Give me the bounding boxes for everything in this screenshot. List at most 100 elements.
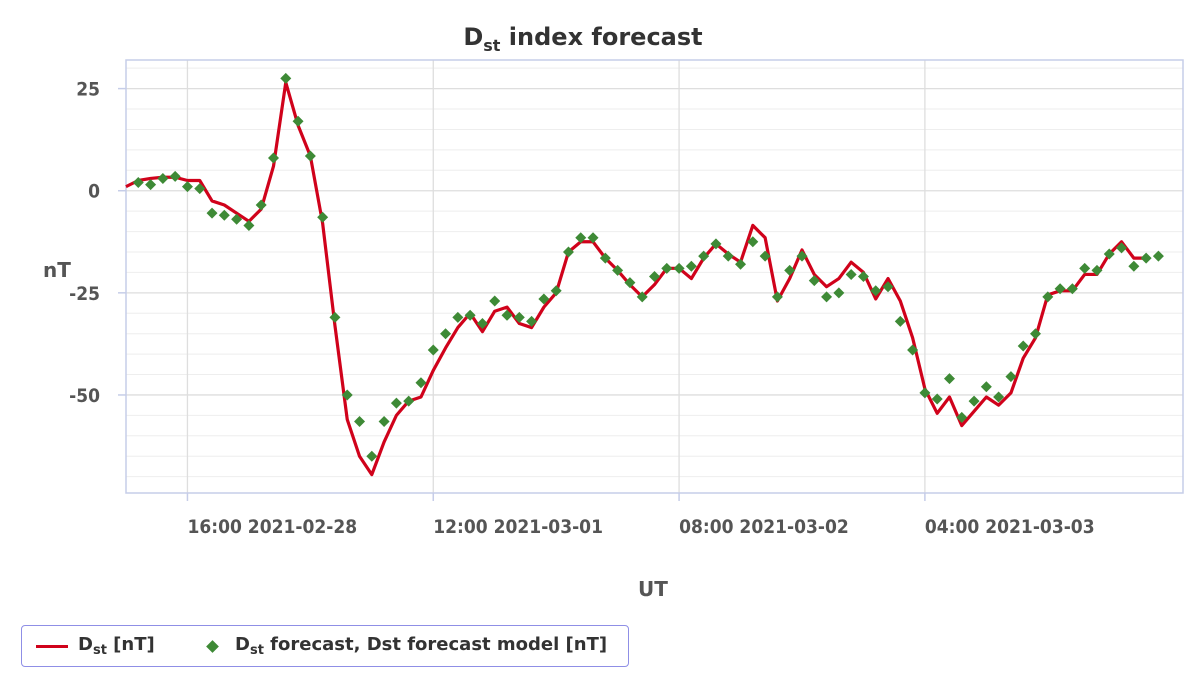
y-axis-label: nT [43, 258, 71, 282]
forecast-point [710, 238, 722, 250]
forecast-point [1128, 260, 1140, 272]
forecast-point [403, 395, 415, 407]
forecast-point [304, 150, 316, 162]
forecast-point [476, 317, 488, 329]
forecast-point [821, 291, 833, 303]
forecast-point [169, 170, 181, 182]
forecast-point [415, 377, 427, 389]
forecast-point [317, 211, 329, 223]
series-layer [125, 72, 1164, 477]
forecast-point [427, 344, 439, 356]
forecast-point [218, 209, 230, 221]
x-tick-label: 04:00 2021-03-03 [925, 516, 1095, 538]
x-tick-label: 16:00 2021-02-28 [187, 516, 357, 538]
forecast-point [993, 391, 1005, 403]
forecast-point [1091, 264, 1103, 276]
dst-chart: Dst index forecast 25 0 -25 -50 16:00 2021-… [43, 23, 1184, 601]
forecast-point [341, 389, 353, 401]
legend-item-dst[interactable]: Dst [nT] [36, 626, 155, 666]
forecast-point [919, 387, 931, 399]
forecast-point [771, 291, 783, 303]
forecast-point [980, 381, 992, 393]
forecast-point [1140, 252, 1152, 264]
y-tick-label: 0 [88, 181, 100, 203]
forecast-point [489, 295, 501, 307]
forecast-point [845, 268, 857, 280]
forecast-point [329, 311, 341, 323]
forecast-point [833, 287, 845, 299]
forecast-point [501, 309, 513, 321]
forecast-point [390, 397, 402, 409]
forecast-point [784, 264, 796, 276]
forecast-point [1054, 283, 1066, 295]
grid-major [126, 60, 1183, 493]
forecast-point [452, 311, 464, 323]
forecast-point [255, 199, 267, 211]
forecast-point [1042, 291, 1054, 303]
forecast-point [1103, 248, 1115, 260]
forecast-point [882, 281, 894, 293]
forecast-point [157, 172, 169, 184]
forecast-point [685, 260, 697, 272]
legend-line-swatch [36, 644, 68, 648]
forecast-point [735, 258, 747, 270]
forecast-point [1116, 242, 1128, 254]
forecast-point [1030, 328, 1042, 340]
forecast-point [612, 264, 624, 276]
forecast-point [181, 181, 193, 193]
forecast-point [636, 291, 648, 303]
forecast-point [747, 236, 759, 248]
forecast-point [440, 328, 452, 340]
forecast-point [796, 250, 808, 262]
forecast-point [661, 262, 673, 274]
forecast-point [1079, 262, 1091, 274]
forecast-point [870, 285, 882, 297]
forecast-point [292, 115, 304, 127]
forecast-point [1005, 371, 1017, 383]
forecast-point [206, 207, 218, 219]
forecast-point [624, 277, 636, 289]
forecast-point [194, 183, 206, 195]
y-tick-label: 25 [76, 79, 100, 101]
forecast-point [1066, 283, 1078, 295]
forecast-point [145, 179, 157, 191]
legend: Dst [nT] Dst forecast, Dst forecast mode… [21, 625, 629, 667]
forecast-point [587, 232, 599, 244]
forecast-point [857, 271, 869, 282]
forecast-point [575, 232, 587, 244]
forecast-point [550, 285, 562, 297]
forecast-point [354, 416, 366, 428]
forecast-point [132, 177, 144, 189]
forecast-point [243, 219, 255, 231]
forecast-point [698, 250, 710, 262]
x-tick-label: 12:00 2021-03-01 [433, 516, 603, 538]
forecast-point [366, 450, 378, 462]
forecast-point [562, 246, 574, 258]
forecast-point [894, 315, 906, 327]
y-axis-ticks: 25 0 -25 -50 [69, 79, 126, 407]
forecast-point [956, 411, 968, 423]
forecast-point [1152, 250, 1164, 262]
y-tick-label: -50 [69, 385, 100, 407]
chart-title: Dst index forecast [463, 23, 702, 55]
forecast-point [280, 72, 292, 84]
forecast-point [378, 416, 390, 428]
forecast-point [267, 152, 279, 164]
legend-label-dst: Dst [nT] [78, 634, 155, 658]
forecast-point [526, 315, 538, 327]
forecast-point [1017, 340, 1029, 352]
plot-frame [125, 59, 1184, 494]
forecast-point [649, 271, 660, 282]
forecast-point [673, 262, 685, 274]
forecast-point [759, 250, 771, 262]
forecast-point [464, 309, 476, 321]
forecast-point [907, 344, 919, 356]
forecast-point [943, 373, 955, 385]
legend-item-forecast[interactable]: Dst forecast, Dst forecast model [nT] [202, 626, 607, 666]
legend-label-forecast: Dst forecast, Dst forecast model [nT] [235, 634, 608, 658]
forecast-point [538, 293, 550, 305]
legend-diamond-swatch [206, 639, 219, 653]
forecast-point [599, 252, 611, 264]
forecast-point [968, 395, 980, 407]
x-axis-label: UT [638, 577, 668, 601]
